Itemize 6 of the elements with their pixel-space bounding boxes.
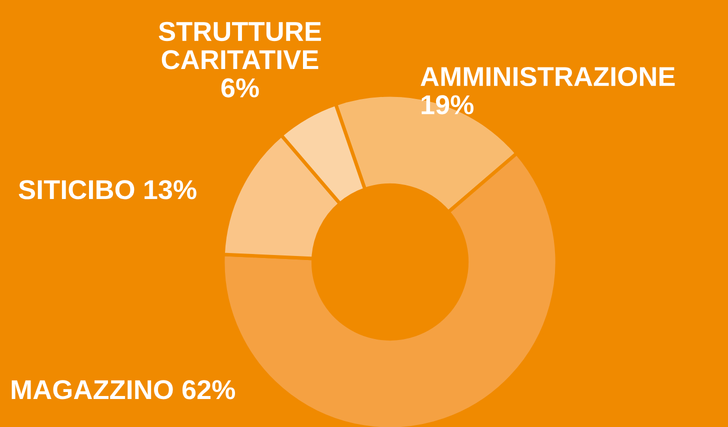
slice-label: STRUTTURE CARITATIVE	[158, 22, 321, 70]
slice-label: AMMINISTRAZIONE	[420, 66, 675, 86]
data-label: 19%	[422, 95, 474, 114]
slice-label: SITICIBO 13%	[18, 180, 196, 200]
slice-label: MAGAZZINO 62%	[12, 380, 235, 400]
data-label: 6%	[221, 78, 259, 98]
